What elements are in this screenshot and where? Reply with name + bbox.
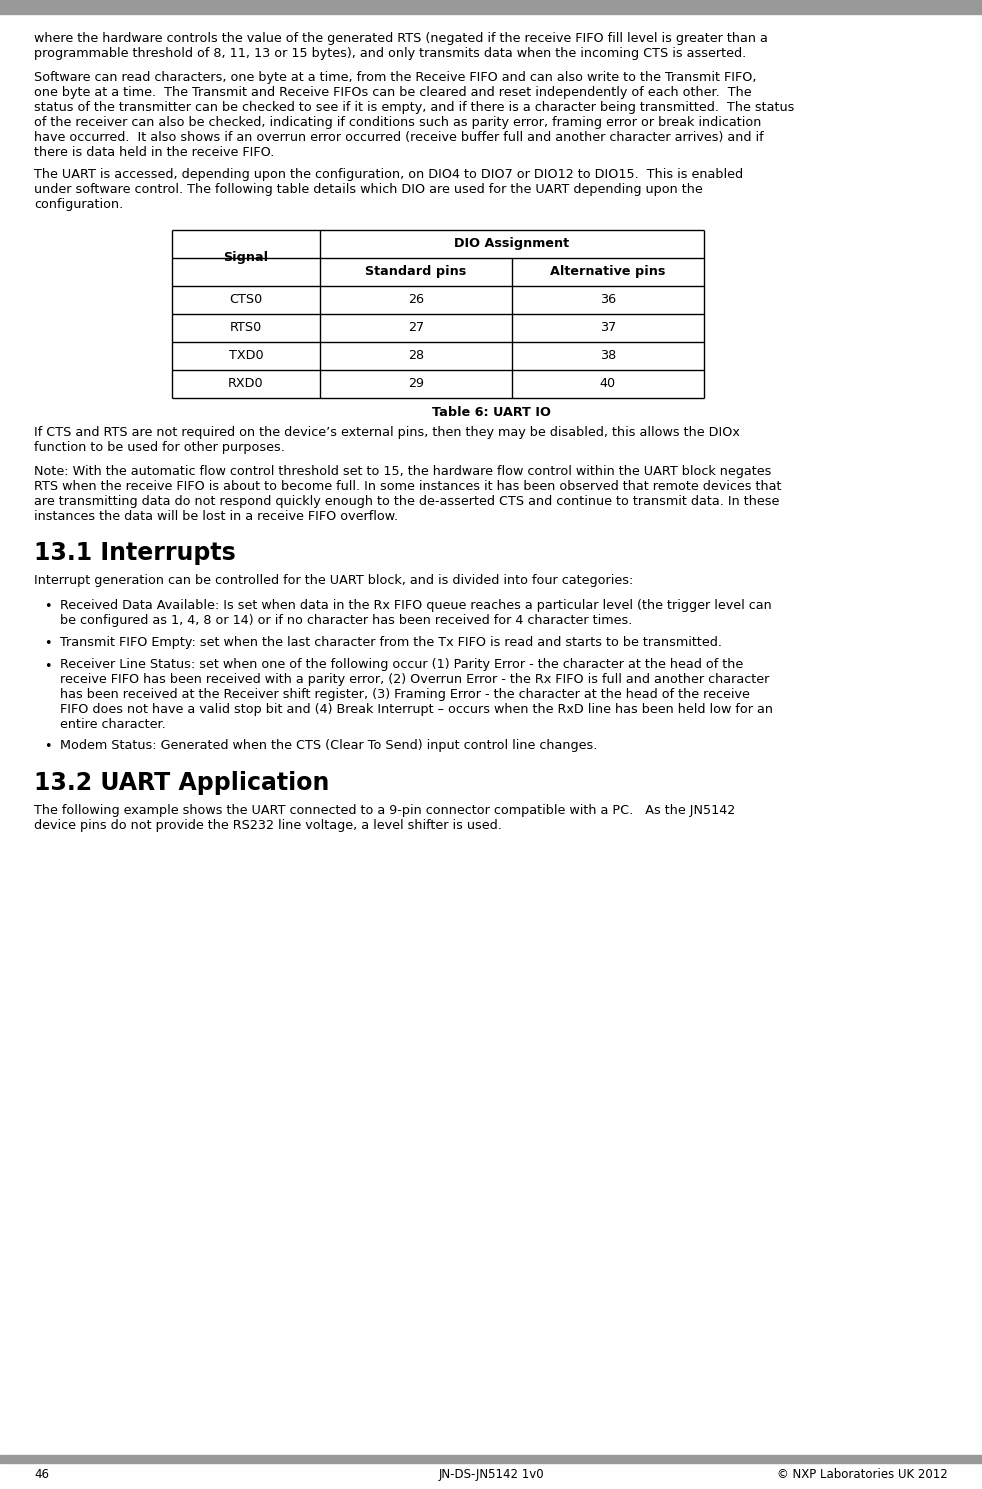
Text: TXD0: TXD0 bbox=[229, 348, 263, 362]
Text: The following example shows the UART connected to a 9-pin connector compatible w: The following example shows the UART con… bbox=[34, 804, 736, 832]
Text: 26: 26 bbox=[408, 293, 424, 307]
Text: 13.1 Interrupts: 13.1 Interrupts bbox=[34, 541, 236, 564]
Text: •: • bbox=[44, 660, 51, 673]
Text: Signal: Signal bbox=[224, 252, 268, 264]
Text: Transmit FIFO Empty: set when the last character from the Tx FIFO is read and st: Transmit FIFO Empty: set when the last c… bbox=[60, 636, 722, 649]
Text: 13.2 UART Application: 13.2 UART Application bbox=[34, 771, 329, 795]
Text: Software can read characters, one byte at a time, from the Receive FIFO and can : Software can read characters, one byte a… bbox=[34, 71, 794, 159]
Text: 27: 27 bbox=[408, 322, 424, 334]
Text: Note: With the automatic flow control threshold set to 15, the hardware flow con: Note: With the automatic flow control th… bbox=[34, 465, 782, 523]
Text: If CTS and RTS are not required on the device’s external pins, then they may be : If CTS and RTS are not required on the d… bbox=[34, 426, 739, 454]
Text: 40: 40 bbox=[600, 377, 616, 390]
Text: 38: 38 bbox=[600, 348, 616, 362]
Text: Table 6: UART IO: Table 6: UART IO bbox=[431, 405, 551, 418]
Text: where the hardware controls the value of the generated RTS (negated if the recei: where the hardware controls the value of… bbox=[34, 31, 768, 60]
Text: The UART is accessed, depending upon the configuration, on DIO4 to DIO7 or DIO12: The UART is accessed, depending upon the… bbox=[34, 168, 743, 211]
Text: 46: 46 bbox=[34, 1468, 49, 1482]
Text: Receiver Line Status: set when one of the following occur (1) Parity Error - the: Receiver Line Status: set when one of th… bbox=[60, 658, 773, 731]
Text: •: • bbox=[44, 740, 51, 753]
Text: CTS0: CTS0 bbox=[230, 293, 262, 307]
Text: Standard pins: Standard pins bbox=[365, 265, 466, 278]
Text: Received Data Available: Is set when data in the Rx FIFO queue reaches a particu: Received Data Available: Is set when dat… bbox=[60, 599, 772, 627]
Text: 37: 37 bbox=[600, 322, 616, 334]
Text: 28: 28 bbox=[408, 348, 424, 362]
Text: 29: 29 bbox=[408, 377, 424, 390]
Bar bbox=[0, 1455, 982, 1464]
Bar bbox=[0, 0, 982, 13]
Text: 36: 36 bbox=[600, 293, 616, 307]
Text: RXD0: RXD0 bbox=[228, 377, 264, 390]
Text: •: • bbox=[44, 600, 51, 613]
Text: DIO Assignment: DIO Assignment bbox=[455, 237, 570, 250]
Text: •: • bbox=[44, 637, 51, 651]
Text: RTS0: RTS0 bbox=[230, 322, 262, 334]
Text: Alternative pins: Alternative pins bbox=[550, 265, 666, 278]
Text: Modem Status: Generated when the CTS (Clear To Send) input control line changes.: Modem Status: Generated when the CTS (Cl… bbox=[60, 739, 597, 752]
Text: © NXP Laboratories UK 2012: © NXP Laboratories UK 2012 bbox=[777, 1468, 948, 1482]
Text: JN-DS-JN5142 1v0: JN-DS-JN5142 1v0 bbox=[438, 1468, 544, 1482]
Text: Interrupt generation can be controlled for the UART block, and is divided into f: Interrupt generation can be controlled f… bbox=[34, 575, 633, 587]
